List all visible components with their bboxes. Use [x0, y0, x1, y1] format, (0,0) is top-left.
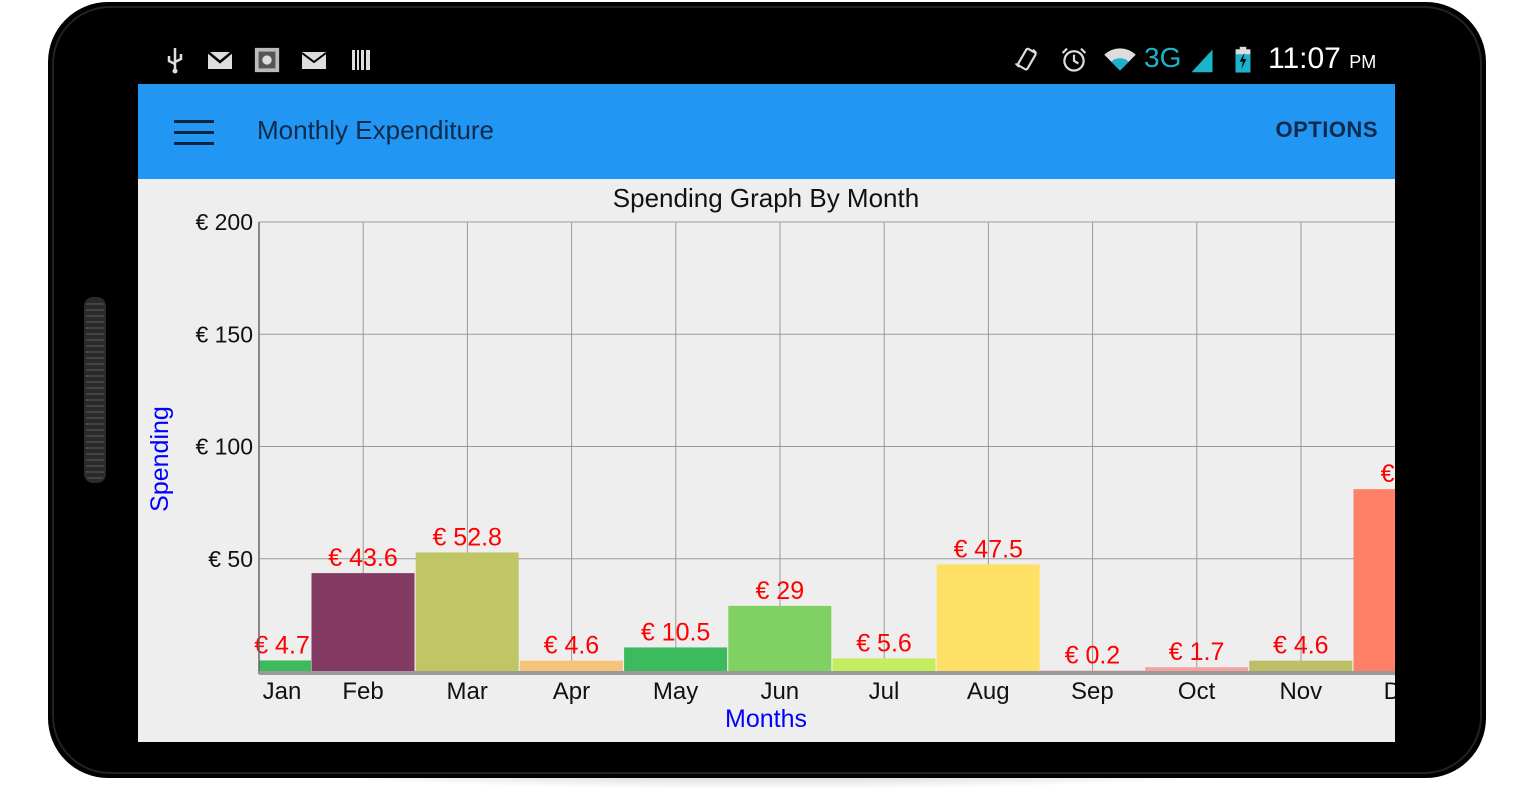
x-tick-label: Jan	[263, 678, 302, 705]
bar-jan	[259, 660, 311, 671]
x-tick-label: Apr	[553, 678, 590, 705]
clock: 11:07 PM	[1268, 42, 1376, 76]
x-tick-label: Dec	[1384, 678, 1395, 705]
bar-mar	[415, 552, 519, 671]
spending-bar-chart: Spending Graph By Month € 50 € 100 € 150 € 2…	[146, 183, 1395, 733]
bar-apr	[519, 660, 623, 671]
bar-nov	[1249, 660, 1353, 671]
data-label-oct: € 1.7	[1169, 638, 1225, 666]
data-label-apr: € 4.6	[544, 632, 600, 660]
bar-sep	[1040, 670, 1144, 672]
data-label-feb: € 43.6	[328, 544, 398, 572]
y-tick-label: € 50	[208, 546, 253, 572]
x-axis-label: Months	[725, 705, 807, 733]
data-label-nov: € 4.6	[1273, 632, 1329, 660]
y-tick-label: € 150	[195, 321, 253, 347]
x-tick-label: Mar	[447, 678, 488, 705]
vibrate-icon	[1014, 47, 1038, 71]
options-button[interactable]: OPTIONS	[1275, 117, 1378, 142]
bar-dec	[1353, 489, 1395, 671]
bar-feb	[311, 573, 415, 671]
bar-oct	[1145, 667, 1249, 671]
x-tick-label: Nov	[1279, 678, 1322, 705]
data-label-sep: € 0.2	[1065, 642, 1121, 670]
data-label-aug: € 47.5	[953, 535, 1023, 563]
x-tick-label: Jun	[760, 678, 799, 705]
app-icon	[254, 47, 280, 73]
data-label-jun: € 29	[755, 577, 804, 605]
signal-icon	[1191, 49, 1213, 73]
clock-time: 11:07	[1268, 42, 1341, 75]
bar-jul	[832, 658, 936, 671]
app-title: Monthly Expenditure	[257, 115, 495, 145]
battery-charging-icon	[1235, 46, 1251, 73]
wifi-icon	[1104, 48, 1136, 71]
x-tick-label: May	[653, 678, 698, 705]
data-label-mar: € 52.8	[432, 523, 502, 551]
status-bar: 3G 11:07 PM	[138, 36, 1395, 84]
speaker-grille	[84, 297, 106, 483]
chart-area: Spending Graph By Month € 50 € 100 € 150 € 2…	[138, 179, 1395, 742]
email-icon	[301, 52, 327, 69]
y-axis-label: Spending	[146, 406, 174, 512]
network-type-label: 3G	[1144, 42, 1182, 73]
bar-aug	[936, 564, 1040, 671]
x-tick-label: Jul	[869, 678, 900, 705]
x-tick-label: Feb	[342, 678, 383, 705]
barcode-icon	[352, 50, 370, 70]
alarm-icon	[1061, 47, 1087, 72]
screen: 3G 11:07 PM Monthly Expenditure OPTIONS …	[138, 36, 1395, 742]
gmail-icon	[207, 51, 233, 69]
app-bar: Monthly Expenditure OPTIONS	[138, 84, 1395, 179]
y-tick-label: € 200	[195, 209, 253, 235]
x-tick-label: Oct	[1178, 678, 1216, 705]
y-tick-label: € 100	[195, 434, 253, 460]
chart-title: Spending Graph By Month	[613, 183, 919, 213]
bar-jun	[728, 605, 832, 671]
x-tick-label: Aug	[967, 678, 1010, 705]
usb-icon	[167, 48, 183, 74]
data-label-dec: € 81	[1381, 460, 1395, 488]
data-label-may: € 10.5	[641, 618, 711, 646]
clock-ampm: PM	[1349, 52, 1377, 72]
bar-may	[624, 647, 728, 671]
hamburger-menu-icon[interactable]	[174, 120, 214, 146]
x-tick-label: Sep	[1071, 678, 1114, 705]
data-label-jan: € 4.7	[254, 631, 310, 659]
data-label-jul: € 5.6	[856, 629, 912, 657]
